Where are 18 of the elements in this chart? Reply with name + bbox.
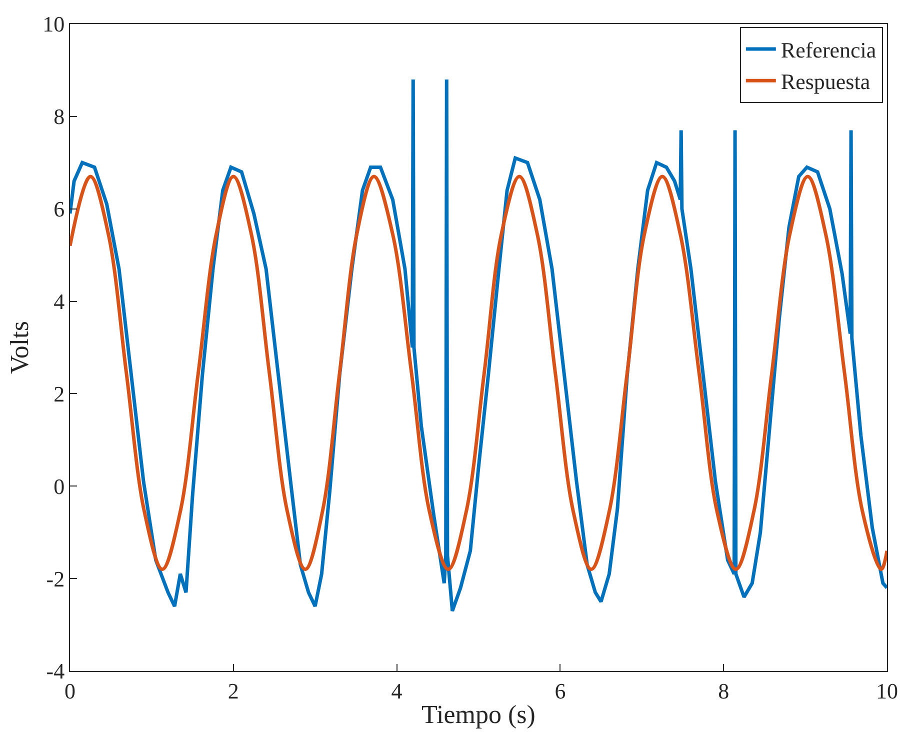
x-tick-label: 8 — [718, 678, 730, 704]
y-tick-label: 8 — [54, 104, 65, 130]
legend-label: Respuesta — [780, 69, 870, 94]
x-tick-label: 10 — [876, 678, 898, 704]
y-tick-label: 10 — [42, 12, 65, 37]
y-tick-label: -2 — [46, 566, 65, 592]
x-tick-label: 4 — [391, 678, 402, 704]
y-axis-title: Volts — [5, 321, 34, 374]
x-tick-label: 6 — [554, 678, 566, 704]
x-tick-label: 2 — [228, 678, 239, 704]
y-tick-label: 0 — [54, 474, 65, 499]
y-tick-label: 4 — [54, 288, 65, 314]
line-series — [70, 174, 887, 572]
x-axis-title: Tiempo (s) — [422, 700, 536, 730]
y-tick-label: 2 — [54, 381, 65, 406]
legend-label: Referencia — [780, 38, 876, 63]
y-tick-label: 6 — [54, 196, 65, 222]
y-tick-label: -4 — [46, 658, 65, 684]
